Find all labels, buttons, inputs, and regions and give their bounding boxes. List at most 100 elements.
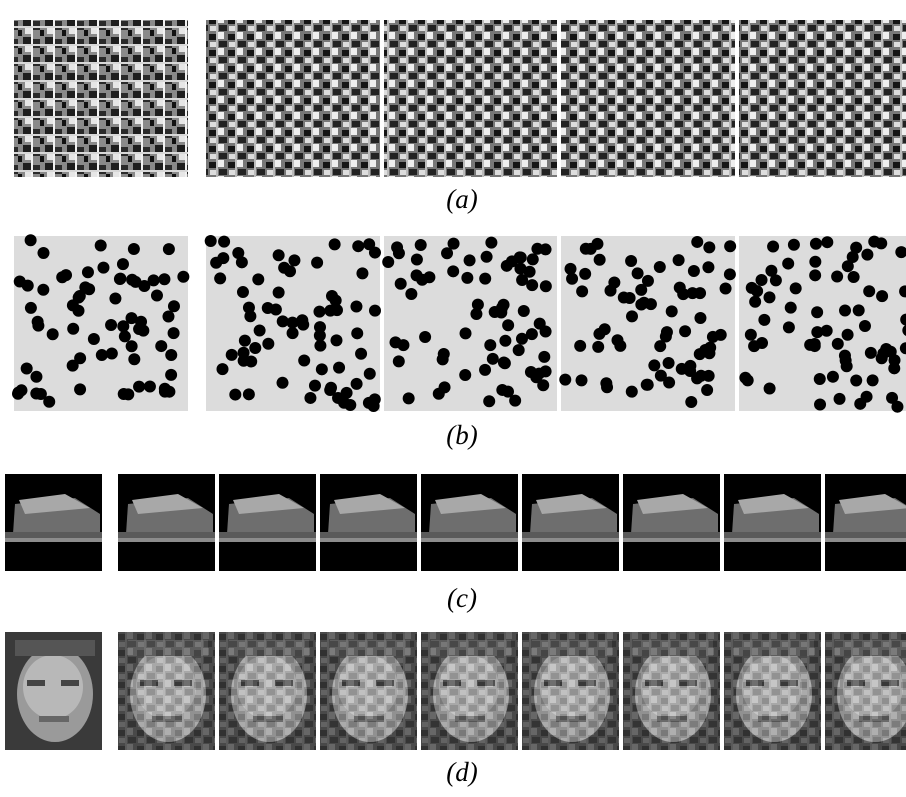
dot: [437, 353, 449, 365]
dot: [356, 267, 368, 279]
dot: [694, 312, 706, 324]
dot: [673, 254, 685, 266]
dot: [237, 286, 249, 298]
dot: [464, 254, 476, 266]
dot: [724, 268, 736, 280]
caption: (b): [446, 420, 477, 450]
dot: [540, 243, 552, 255]
dot: [448, 238, 460, 250]
dot: [15, 384, 27, 396]
dot: [707, 331, 719, 343]
dot: [501, 260, 513, 272]
dot: [298, 355, 310, 367]
dot: [834, 393, 846, 405]
dot: [685, 396, 697, 408]
dot: [393, 355, 405, 367]
texture-image: [561, 20, 735, 177]
dot: [624, 292, 636, 304]
dot: [415, 239, 427, 251]
dot: [273, 249, 285, 261]
dot: [684, 365, 696, 377]
dot: [748, 340, 760, 352]
dot: [648, 359, 660, 371]
dot: [859, 320, 871, 332]
stapler-image: [522, 474, 619, 571]
dot: [313, 306, 325, 318]
dot: [479, 273, 491, 285]
dot: [21, 362, 33, 374]
dot: [746, 282, 758, 294]
dot: [579, 268, 591, 280]
dot: [106, 347, 118, 359]
dot: [831, 270, 843, 282]
dot: [625, 255, 637, 267]
dot: [847, 251, 859, 263]
dot: [238, 347, 250, 359]
dot: [574, 340, 586, 352]
dot: [67, 323, 79, 335]
dot: [566, 273, 578, 285]
dot: [447, 265, 459, 277]
dot: [244, 310, 256, 322]
dot: [350, 301, 362, 313]
dot: [626, 386, 638, 398]
row-c-images: [5, 474, 906, 571]
dot: [159, 386, 171, 398]
dot: [876, 290, 888, 302]
dot: [135, 316, 147, 328]
dot: [814, 373, 826, 385]
dot: [763, 291, 775, 303]
dot: [839, 305, 851, 317]
dot: [809, 269, 821, 281]
dot: [74, 383, 86, 395]
dot: [832, 338, 844, 350]
dots-image: [12, 234, 189, 411]
face-image: [320, 632, 417, 750]
dot: [273, 287, 285, 299]
dot: [138, 280, 150, 292]
dot: [158, 273, 170, 285]
dot: [790, 282, 802, 294]
dot: [691, 236, 703, 248]
dot: [811, 306, 823, 318]
dot: [363, 397, 375, 409]
stapler-image: [219, 474, 316, 571]
dot: [724, 240, 736, 252]
dot: [252, 273, 264, 285]
face-image: [219, 632, 316, 750]
dot: [262, 302, 274, 314]
dot: [594, 254, 606, 266]
dot: [405, 288, 417, 300]
figure: (a) (b) (c) (d): [0, 0, 906, 797]
dot: [214, 272, 226, 284]
dot: [117, 258, 129, 270]
stapler-image: [724, 474, 821, 571]
dot: [481, 251, 493, 263]
dot: [144, 381, 156, 393]
dot: [679, 325, 691, 337]
dot: [277, 377, 289, 389]
dot: [764, 383, 776, 395]
dot: [502, 319, 514, 331]
dot: [810, 238, 822, 250]
dot: [654, 261, 666, 273]
face-image: [421, 632, 518, 750]
dot: [217, 252, 229, 264]
dot: [355, 348, 367, 360]
dot: [25, 234, 37, 246]
row-d-images: [5, 632, 906, 750]
face-image: [522, 632, 619, 750]
dot: [756, 274, 768, 286]
dot: [304, 392, 316, 404]
dot: [330, 295, 342, 307]
dot: [128, 243, 140, 255]
dot: [688, 265, 700, 277]
dot: [758, 314, 770, 326]
dot: [177, 271, 189, 283]
dot: [287, 327, 299, 339]
dot: [47, 328, 59, 340]
dot: [126, 340, 138, 352]
dot: [540, 280, 552, 292]
dot: [861, 249, 873, 261]
dot: [484, 339, 496, 351]
